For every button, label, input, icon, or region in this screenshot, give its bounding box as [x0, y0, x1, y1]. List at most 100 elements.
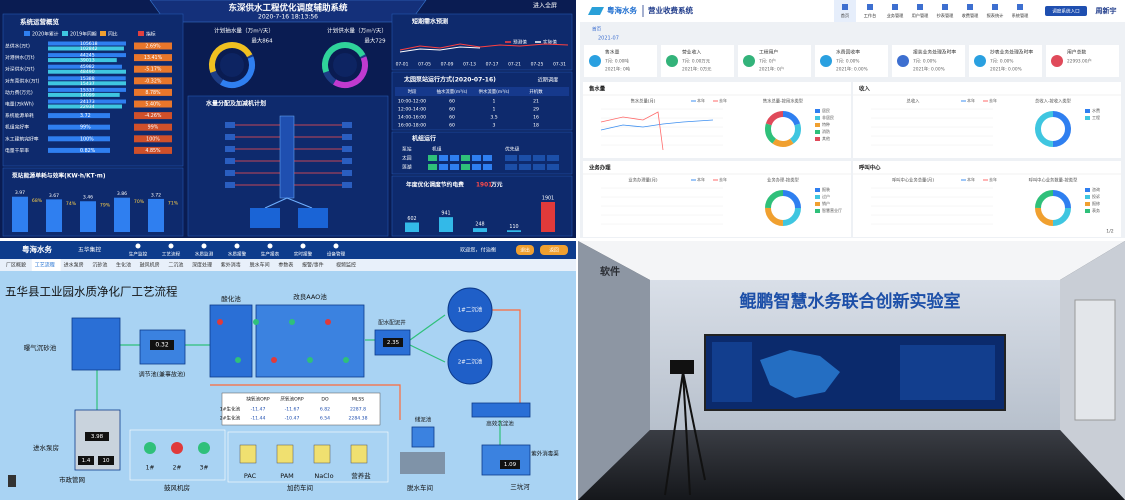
- nav-item[interactable]: 工艺流程: [162, 251, 181, 258]
- value: 14099: [80, 92, 95, 98]
- nav-item[interactable]: 工作台: [864, 12, 877, 19]
- tab[interactable]: 参数表: [278, 262, 293, 269]
- pipe: [492, 309, 521, 405]
- equipment-status: [235, 357, 241, 363]
- legend-swatch: [1085, 109, 1090, 113]
- portal-button-label[interactable]: 调度系统入口: [1052, 8, 1080, 15]
- td: 60: [449, 99, 455, 105]
- month: 2021-07: [598, 36, 619, 42]
- nav-item[interactable]: 系统管理: [1012, 12, 1030, 19]
- x-label: 07-05: [418, 62, 431, 68]
- legend-swatch: [138, 31, 144, 36]
- change-badge: [134, 112, 172, 120]
- nav-item[interactable]: 报表统计: [987, 12, 1004, 19]
- bar-track: [48, 136, 110, 142]
- unit-label: 鼓风机房: [164, 483, 190, 492]
- legend-label: 消防: [822, 128, 830, 134]
- nav-item[interactable]: 用户管理: [912, 12, 930, 19]
- tab-active: [31, 259, 61, 271]
- node: [342, 182, 352, 188]
- tab[interactable]: 工艺流程: [35, 262, 55, 269]
- clarifier: [447, 339, 493, 385]
- value: 0.82%: [80, 148, 96, 154]
- chemical-tank: [350, 444, 368, 464]
- reading: 0.32: [155, 342, 169, 349]
- panel: [853, 161, 1121, 237]
- legend-swatch: [815, 209, 820, 213]
- tab[interactable]: 进水泵房: [64, 262, 84, 269]
- donut-segment: [765, 111, 801, 147]
- row-label: 1#生化池: [220, 406, 241, 413]
- station: 太园: [402, 155, 412, 162]
- legend-swatch: [100, 31, 106, 36]
- tab[interactable]: 沉砂池: [92, 262, 107, 269]
- equipment-status: [343, 357, 349, 363]
- change-badge: [134, 77, 172, 85]
- back-label[interactable]: 返回: [549, 247, 559, 254]
- panel-title: 太园泵站运行方式(2020-07-16): [403, 76, 496, 84]
- tab[interactable]: 深度处理: [192, 262, 212, 269]
- td: -11.67: [285, 407, 300, 413]
- nav-item[interactable]: 业务管理: [887, 12, 905, 19]
- tab[interactable]: 脱水车间: [250, 262, 270, 269]
- donut-segment: [1035, 190, 1071, 226]
- donut-segment: [765, 111, 801, 147]
- chemical-label: 营养盐: [351, 471, 371, 480]
- tab[interactable]: 紫外消毒: [221, 262, 241, 269]
- change: 5.40%: [145, 102, 161, 108]
- nav-item[interactable]: 设备管理: [327, 251, 346, 258]
- value: 15437: [80, 81, 95, 87]
- value: 3.46: [83, 195, 93, 201]
- nav-item[interactable]: 抄表管理: [937, 12, 955, 19]
- logout-label[interactable]: 退出: [520, 247, 530, 254]
- tab[interactable]: 鼓风机房: [140, 262, 160, 269]
- card-month: 7月: 0.00吨: [605, 58, 629, 65]
- nav-item[interactable]: 实时报警: [294, 251, 313, 258]
- nav-item[interactable]: 生产监控: [129, 251, 148, 258]
- bar: [148, 198, 164, 232]
- tab[interactable]: 视频监控: [336, 262, 356, 269]
- td: -11.44: [251, 416, 266, 422]
- priority-cell: [505, 155, 517, 161]
- datetime: 2020-7-16 18:13:56: [258, 14, 318, 21]
- panel-title: 水量分配及加减机计划: [206, 100, 266, 108]
- tab[interactable]: 生化池: [116, 262, 131, 269]
- tank: [71, 317, 121, 371]
- change-badge: [134, 100, 172, 108]
- param-table: [221, 392, 381, 426]
- play-button[interactable]: [8, 475, 16, 487]
- nav-icon: [992, 4, 998, 10]
- row-label: 电量(万kWh): [5, 101, 34, 108]
- subtitle: 总收入: [907, 98, 921, 105]
- unit-cell: [461, 155, 470, 161]
- td: 60: [449, 115, 455, 121]
- tab[interactable]: 报警/事件: [302, 262, 324, 269]
- value: 100%: [80, 136, 94, 142]
- gauge-arc: [322, 42, 369, 88]
- priority-cell: [533, 164, 545, 170]
- legend-label: 其他: [822, 135, 830, 141]
- nav-item[interactable]: 生产报表: [261, 251, 280, 258]
- card-title: 抄表业务处理及时率: [990, 49, 1033, 56]
- nav-item[interactable]: 水质报警: [228, 251, 247, 258]
- portal-button: [1045, 6, 1087, 16]
- tab[interactable]: 二沉池: [168, 262, 183, 269]
- change: 4.85%: [145, 148, 161, 154]
- bar: [48, 81, 126, 86]
- tank: [209, 304, 253, 378]
- card-title: 报装业务处理及时率: [913, 49, 956, 56]
- value: 3.72: [151, 192, 161, 198]
- link[interactable]: 近期调度: [538, 76, 559, 84]
- fullscreen-button[interactable]: 进入全屏: [533, 2, 557, 10]
- nav-item[interactable]: 水质监测: [195, 251, 214, 258]
- th: 机组: [432, 146, 442, 153]
- nav-item[interactable]: 收费管理: [962, 12, 980, 19]
- unit-cell: [483, 164, 492, 170]
- room-outline: [129, 429, 226, 481]
- nav-icon: [917, 4, 923, 10]
- legend-label: 去年: [989, 176, 997, 182]
- legend-label: 咨询: [1092, 186, 1100, 192]
- tab[interactable]: 厂区概貌: [6, 262, 26, 269]
- chemical-tank: [313, 444, 331, 464]
- nav-item[interactable]: 首页: [841, 12, 849, 19]
